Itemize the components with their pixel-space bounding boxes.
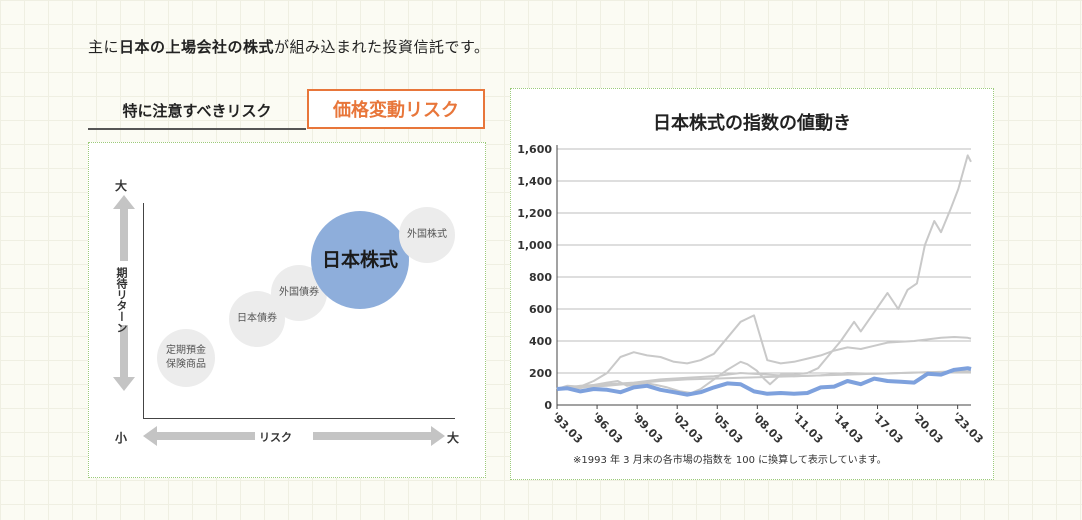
x-axis-arrow [143, 426, 445, 446]
series-line [556, 370, 971, 390]
risk-return-panel: 大 期待リターン 小 リスク 大 定期預金 保険商品 日本債券 外国債券 日本株… [88, 142, 486, 478]
x-tick-label: '20.03 [909, 410, 945, 446]
bubble-deposit: 定期預金 保険商品 [157, 329, 215, 387]
x-tick-label: '14.03 [829, 410, 865, 446]
y-tick-label: 0 [544, 399, 552, 412]
y-tick-label: 600 [529, 303, 552, 316]
x-tick-label: '96.03 [589, 410, 625, 446]
x-axis-label: リスク [259, 431, 292, 444]
x-tick-label: '11.03 [789, 410, 825, 446]
series-line-japan-stock [556, 366, 972, 397]
y-axis-arrow [113, 195, 135, 391]
x-tick-label: '99.03 [629, 410, 665, 446]
chart-title: 日本株式の指数の値動き [653, 113, 851, 134]
x-tick-label: '17.03 [869, 410, 905, 446]
x-tick-label: '02.03 [669, 410, 705, 446]
x-high-label: 大 [447, 431, 460, 445]
series-line [556, 314, 972, 390]
y-tick-label: 1,400 [517, 175, 552, 188]
risk-heading: 特に注意すべきリスク [88, 92, 306, 130]
intro-emphasis: 日本の上場会社の株式 [119, 38, 275, 56]
y-tick-label: 400 [529, 335, 552, 348]
series-line [556, 154, 972, 394]
y-tick-label: 1,600 [517, 143, 552, 156]
x-axis-line [143, 418, 455, 419]
y-tick-label: 200 [529, 367, 552, 380]
bubble-jp-bond: 日本債券 [229, 291, 285, 347]
y-tick-label: 1,200 [517, 207, 552, 220]
x-tick-label: '05.03 [709, 410, 745, 446]
y-tick-label: 800 [529, 271, 552, 284]
intro-text: 主に日本の上場会社の株式が組み込まれた投資信託です。 [88, 38, 490, 56]
y-axis-label: 期待リターン [115, 267, 128, 333]
chart-note: ※1993 年 3 月末の各市場の指数を 100 に換算して表示しています。 [573, 455, 887, 466]
bubble-foreign-stock: 外国株式 [399, 207, 455, 263]
risk-name-badge: 価格変動リスク [307, 89, 485, 129]
y-high-label: 大 [115, 179, 128, 193]
bubble-jp-stock: 日本株式 [311, 211, 409, 309]
x-tick-label: '23.03 [950, 410, 986, 446]
y-tick-label: 1,000 [517, 239, 552, 252]
y-axis-line [143, 203, 144, 419]
y-low-label: 小 [115, 431, 128, 445]
x-tick-label: '93.03 [549, 410, 585, 446]
index-chart-panel: 日本株式の指数の値動き 0 200 400 600 800 1,000 1,200 1,400… [510, 88, 994, 480]
x-tick-label: '08.03 [749, 410, 785, 446]
